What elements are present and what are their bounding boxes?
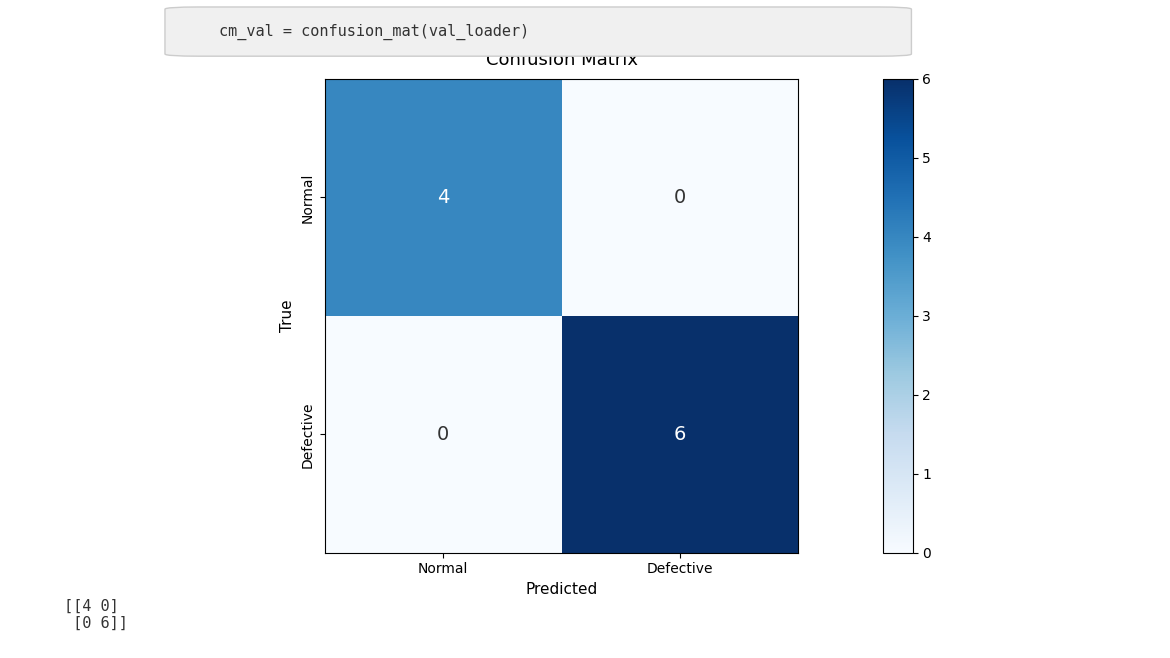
Text: 4: 4: [436, 188, 449, 207]
Text: [[4 0]
 [0 6]]: [[4 0] [0 6]]: [64, 599, 129, 631]
Text: cm_val = confusion_mat(val_loader): cm_val = confusion_mat(val_loader): [219, 24, 530, 39]
Text: 0: 0: [438, 425, 449, 443]
Y-axis label: True: True: [281, 299, 296, 332]
FancyBboxPatch shape: [165, 7, 911, 56]
Text: 6: 6: [674, 425, 687, 443]
Text: 0: 0: [674, 188, 686, 207]
Title: Confusion Matrix: Confusion Matrix: [486, 51, 638, 69]
X-axis label: Predicted: Predicted: [525, 582, 598, 597]
